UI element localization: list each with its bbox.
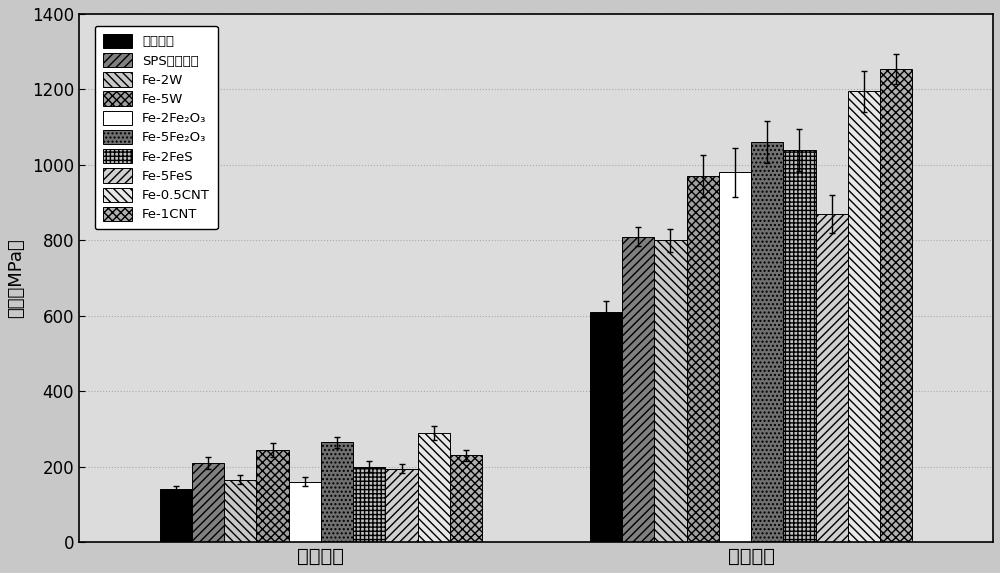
Bar — [622, 237, 654, 542]
Bar — [321, 442, 353, 542]
Bar — [192, 463, 224, 542]
Bar — [654, 240, 687, 542]
Bar — [418, 433, 450, 542]
Bar — [848, 91, 880, 542]
Bar — [160, 489, 192, 542]
Bar — [783, 150, 816, 542]
Legend: 铸造纯铁, SPS烧结纯铁, Fe-2W, Fe-5W, Fe-2Fe₂O₃, Fe-5Fe₂O₃, Fe-2FeS, Fe-5FeS, Fe-0.5CNT, : 铸造纯铁, SPS烧结纯铁, Fe-2W, Fe-5W, Fe-2Fe₂O₃, … — [95, 26, 218, 229]
Bar — [256, 450, 289, 542]
Bar — [719, 172, 751, 542]
Bar — [450, 456, 482, 542]
Bar — [590, 312, 622, 542]
Bar — [751, 142, 783, 542]
Bar — [224, 480, 256, 542]
Bar — [385, 469, 418, 542]
Bar — [880, 69, 912, 542]
Bar — [353, 467, 385, 542]
Y-axis label: 强度（MPa）: 强度（MPa） — [7, 238, 25, 318]
Bar — [687, 176, 719, 542]
Bar — [289, 482, 321, 542]
Bar — [816, 214, 848, 542]
